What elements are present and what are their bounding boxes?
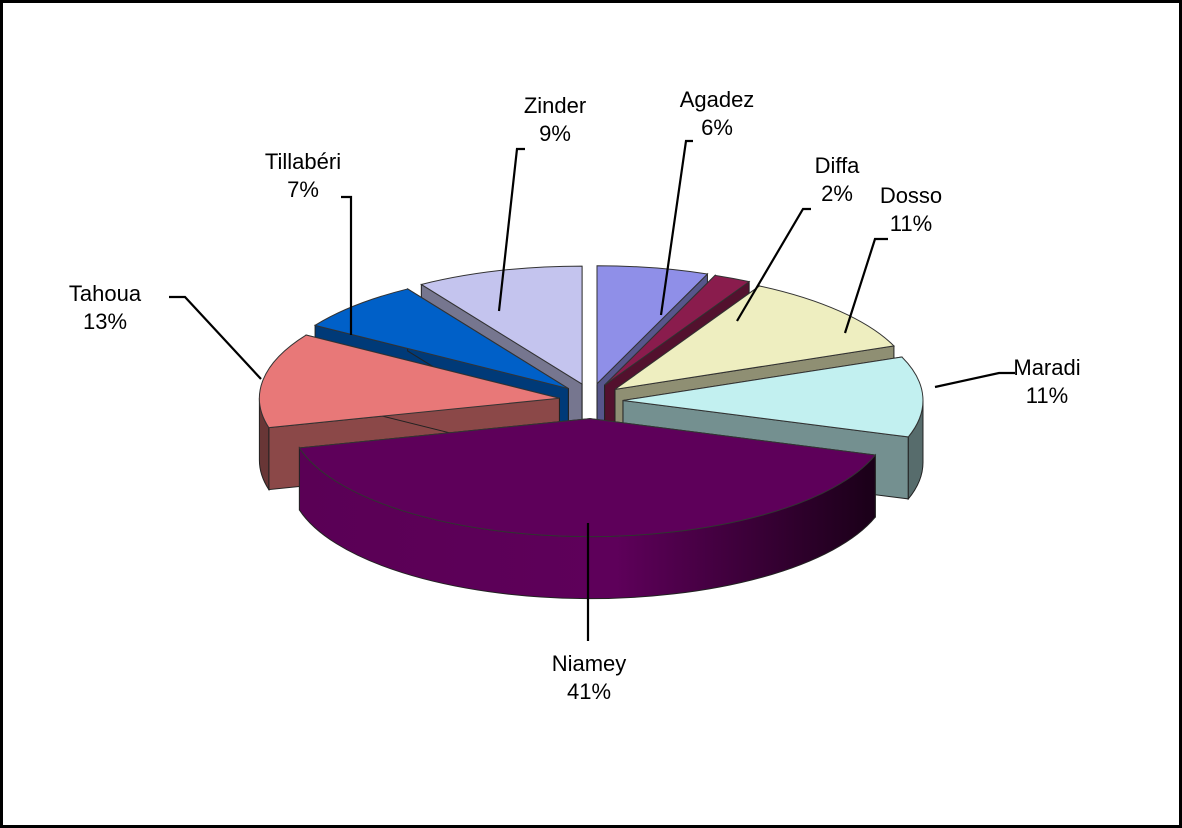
pie-slice-niamey bbox=[298, 418, 877, 600]
leader-line-zinder bbox=[497, 147, 525, 312]
leader-line-maradi bbox=[934, 371, 1015, 389]
pie-slice-top bbox=[420, 265, 583, 385]
pie-slice-top bbox=[258, 334, 560, 429]
slice-label-dosso: Dosso bbox=[880, 183, 942, 208]
slice-percent-tahoua: 13% bbox=[83, 309, 127, 334]
pie-slice-top bbox=[622, 356, 924, 438]
pie-slice-top bbox=[313, 288, 569, 390]
pie-chart: Agadez 6% Diffa 2% Dosso 11% Maradi 11% Niamey 41… bbox=[69, 87, 1081, 704]
slice-label-niamey: Niamey bbox=[552, 651, 627, 676]
slice-percent-zinder: 9% bbox=[539, 121, 571, 146]
pie-slice-top bbox=[596, 265, 709, 385]
slice-percent-agadez: 6% bbox=[701, 115, 733, 140]
leader-line-tillabri bbox=[341, 195, 353, 335]
slice-label-tillabri: Tillabéri bbox=[265, 149, 341, 174]
slice-percent-niamey: 41% bbox=[567, 679, 611, 704]
pie-slice-top bbox=[604, 274, 751, 386]
pie-slice-top bbox=[298, 418, 877, 538]
slice-percent-tillabri: 7% bbox=[287, 177, 319, 202]
slice-percent-maradi: 11% bbox=[1026, 383, 1068, 408]
slice-percent-diffa: 2% bbox=[821, 181, 853, 206]
slice-label-diffa: Diffa bbox=[815, 153, 861, 178]
leader-line-diffa bbox=[736, 207, 811, 322]
leader-line-dosso bbox=[843, 237, 888, 334]
leader-line-agadez bbox=[659, 139, 693, 316]
slice-label-tahoua: Tahoua bbox=[69, 281, 142, 306]
slice-label-maradi: Maradi bbox=[1013, 355, 1080, 380]
slice-label-zinder: Zinder bbox=[524, 93, 586, 118]
leader-line-tahoua bbox=[169, 295, 262, 380]
pie-slice-top bbox=[614, 285, 895, 390]
slice-percent-dosso: 11% bbox=[890, 211, 932, 236]
slice-label-agadez: Agadez bbox=[680, 87, 755, 112]
